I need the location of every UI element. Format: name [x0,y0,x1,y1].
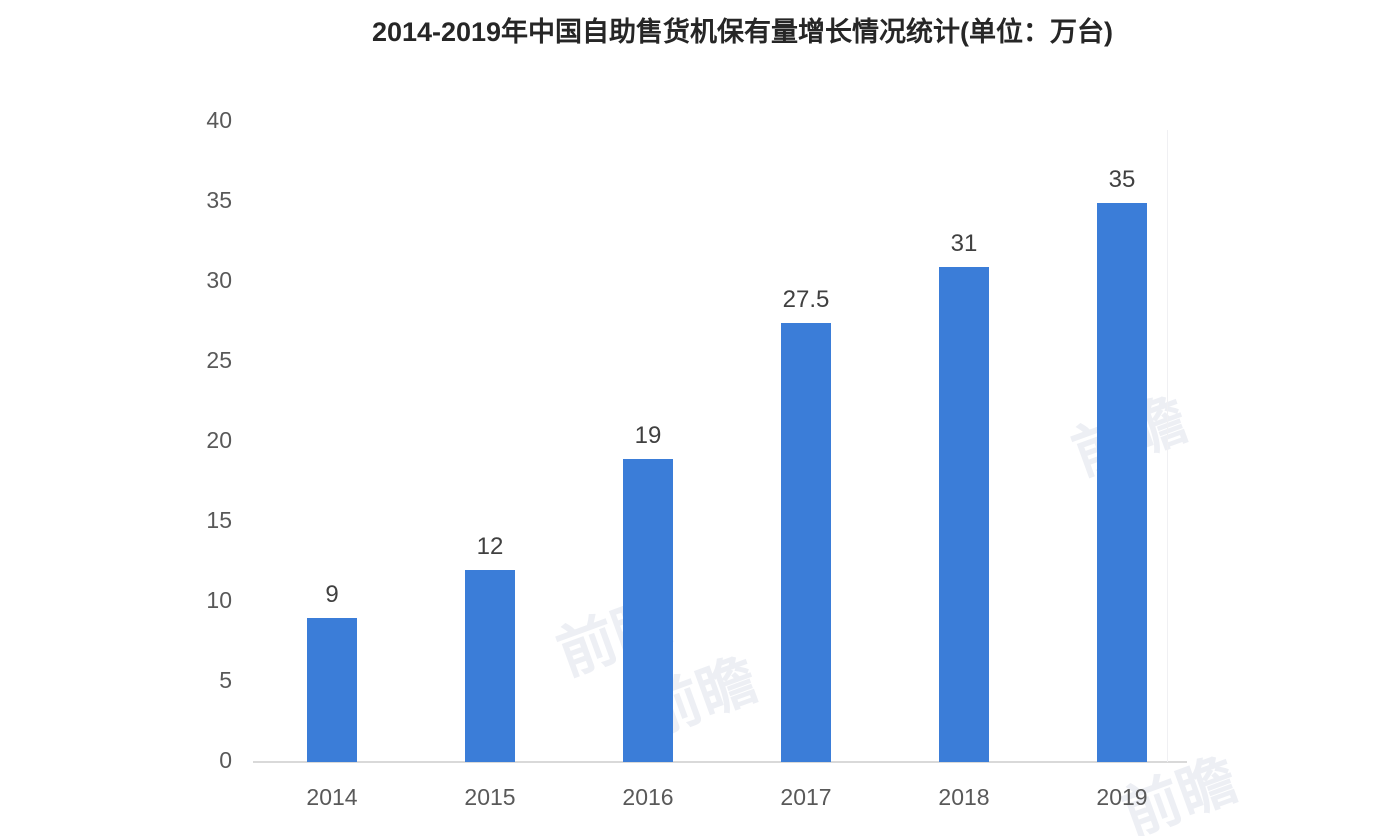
y-tick-label-40: 40 [206,107,232,133]
x-tick-label-2019: 2019 [1096,784,1148,810]
y-tick-label-10: 10 [206,587,232,613]
bar-2019 [1097,203,1147,762]
x-tick-label-2018: 2018 [938,784,990,810]
y-tick-label-5: 5 [219,667,232,693]
x-tick-label-2016: 2016 [622,784,674,810]
value-label-2016: 19 [634,422,662,449]
bar-2018 [939,267,989,762]
y-tick-label-20: 20 [206,427,232,453]
x-tick-label-2015: 2015 [464,784,516,810]
value-label-2015: 12 [476,533,504,560]
bar-2015 [465,570,515,762]
value-label-2017: 27.5 [782,286,830,313]
chart-title: 2014-2019年中国自助售货机保有量增长情况统计(单位：万台) [371,17,1114,47]
value-label-2018: 31 [950,230,978,257]
value-label-2014: 9 [325,581,339,608]
plot-right-edge [1167,130,1168,762]
bar-2017 [781,323,831,762]
y-tick-label-25: 25 [206,347,232,373]
y-tick-label-35: 35 [206,187,232,213]
x-tick-label-2017: 2017 [780,784,832,810]
x-axis-line [253,761,1187,763]
x-tick-label-2014: 2014 [306,784,358,810]
value-label-2019: 35 [1108,166,1136,193]
bar-2016 [623,459,673,762]
y-tick-label-30: 30 [206,267,232,293]
y-tick-label-0: 0 [219,747,232,773]
bar-2014 [307,618,357,762]
y-tick-label-15: 15 [206,507,232,533]
